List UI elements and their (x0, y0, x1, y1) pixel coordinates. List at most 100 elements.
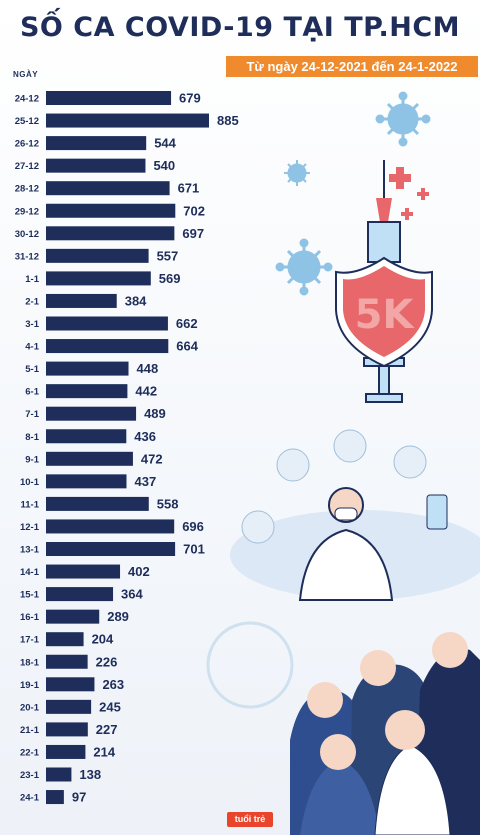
value-label: 662 (176, 316, 198, 331)
category-label: 24-1 (20, 793, 40, 804)
bar (46, 744, 86, 759)
category-label: 10-1 (20, 477, 40, 488)
bar (46, 474, 127, 489)
bar (46, 91, 172, 105)
value-label: 263 (102, 677, 124, 692)
bar (46, 451, 133, 466)
value-label: 701 (183, 542, 205, 557)
category-labels: 24-12 25-12 26-12 27-12 28-12 29-12 30-12 31-12… (15, 94, 40, 804)
value-label: 384 (125, 293, 147, 308)
bar (46, 293, 117, 308)
bar (46, 248, 149, 263)
category-label: 14-1 (20, 567, 40, 578)
value-label: 702 (183, 203, 205, 218)
value-label: 138 (79, 767, 101, 782)
value-label: 436 (134, 429, 156, 444)
value-label: 204 (92, 632, 114, 647)
crowd-icon (206, 621, 480, 835)
virus-icon (275, 238, 333, 296)
value-label: 227 (96, 722, 118, 737)
value-label: 885 (217, 113, 239, 128)
bar (46, 271, 151, 286)
value-label: 437 (134, 474, 156, 489)
community-icon (230, 429, 480, 601)
bar (46, 361, 129, 376)
value-label: 679 (179, 91, 201, 106)
category-label: 16-1 (20, 612, 40, 623)
bars (46, 91, 209, 805)
category-label: 25-12 (15, 116, 39, 127)
value-label: 442 (135, 384, 157, 399)
category-label: 11-1 (21, 499, 40, 510)
value-label: 489 (144, 406, 166, 421)
virus-icon (284, 160, 310, 186)
category-label: 5-1 (25, 364, 39, 375)
category-label: 26-12 (15, 139, 39, 150)
medical-cross-icon (389, 167, 429, 220)
category-label: 27-12 (15, 161, 39, 172)
category-label: 30-12 (15, 229, 39, 240)
value-label: 448 (137, 361, 159, 376)
value-label: 97 (72, 790, 86, 805)
category-label: 18-1 (20, 657, 40, 668)
value-label: 544 (154, 136, 176, 151)
value-label: 226 (96, 654, 118, 669)
category-label: 6-1 (25, 387, 39, 398)
category-label: 24-12 (15, 94, 39, 105)
shield-5k-icon: 5K (335, 256, 433, 368)
bar (46, 226, 175, 241)
bar (46, 203, 176, 218)
value-label: 214 (93, 744, 115, 759)
virus-icon (375, 91, 431, 147)
value-label: 289 (107, 609, 129, 624)
value-label: 557 (157, 248, 179, 263)
bar (46, 316, 168, 331)
category-label: 15-1 (20, 590, 40, 601)
category-label: 31-12 (15, 251, 39, 262)
category-label: 7-1 (25, 409, 39, 420)
category-label: 28-12 (15, 184, 39, 195)
bar (46, 654, 88, 669)
category-label: 4-1 (25, 342, 39, 353)
bar (46, 767, 72, 782)
bar (46, 339, 169, 354)
bar (46, 699, 92, 714)
page-title: SỐ CA COVID-19 TẠI TP.HCM (19, 12, 461, 43)
bar (46, 564, 121, 579)
value-label: 697 (182, 226, 204, 241)
value-label: 364 (121, 587, 143, 602)
category-label: 13-1 (20, 545, 40, 556)
bar (46, 113, 209, 128)
category-label: 2-1 (25, 296, 39, 307)
category-label: 23-1 (20, 770, 40, 781)
value-label: 402 (128, 564, 150, 579)
category-label: 1-1 (25, 274, 39, 285)
bar (46, 722, 88, 737)
value-label: 540 (153, 158, 175, 173)
category-label: 8-1 (25, 432, 39, 443)
bar (46, 587, 114, 602)
category-label: 29-12 (15, 206, 39, 217)
value-label: 569 (159, 271, 181, 286)
bar (46, 609, 100, 624)
y-axis-label: NGÀY (13, 70, 39, 79)
category-label: 17-1 (20, 635, 40, 646)
category-label: 20-1 (20, 702, 40, 713)
category-label: 12-1 (20, 522, 40, 533)
value-label: 696 (182, 519, 204, 534)
bar (46, 790, 64, 805)
bar (46, 384, 128, 399)
bar (46, 632, 84, 647)
bar (46, 158, 146, 173)
bar (46, 677, 95, 692)
category-label: 21-1 (20, 725, 40, 736)
date-range-badge: Từ ngày 24-12-2021 đến 24-1-2022 (226, 56, 478, 77)
bar (46, 496, 149, 511)
category-label: 22-1 (20, 747, 40, 758)
bar (46, 519, 175, 534)
value-label: 558 (157, 496, 179, 511)
category-label: 3-1 (25, 319, 39, 330)
bar (46, 181, 170, 196)
